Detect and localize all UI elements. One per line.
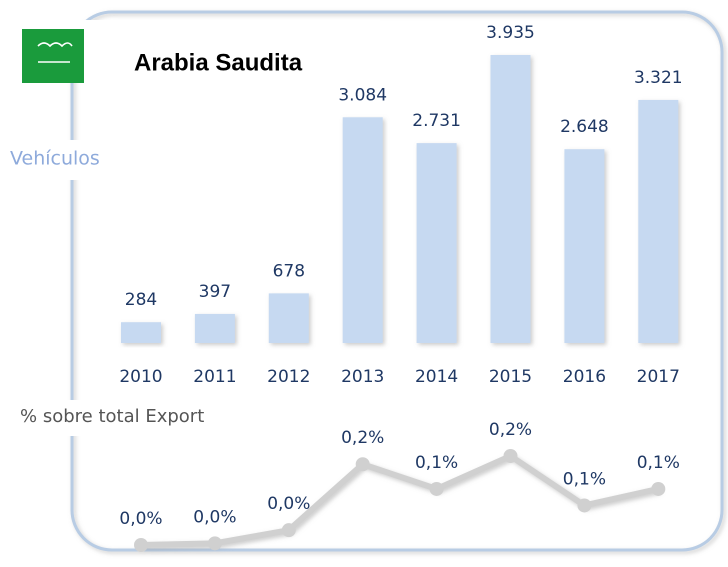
- point: [429, 481, 444, 496]
- data-label: 0,2%: [341, 428, 384, 448]
- point: [355, 457, 370, 472]
- chart-title: Arabia Saudita: [134, 49, 303, 76]
- data-label: 0,0%: [193, 507, 236, 527]
- data-label: 0,2%: [489, 420, 532, 440]
- point: [281, 523, 296, 538]
- flag: [22, 29, 84, 83]
- point: [134, 538, 148, 552]
- data-label: 284: [125, 290, 157, 310]
- data-label: 0,0%: [267, 494, 310, 514]
- x-tick-label: 2012: [267, 367, 310, 387]
- line: [140, 452, 659, 548]
- bar: [342, 117, 383, 343]
- frame: [70, 10, 724, 552]
- bar: [194, 313, 235, 343]
- axis-label: % sobre total Export: [20, 406, 204, 427]
- point: [503, 449, 518, 463]
- x-tick-label: 2016: [563, 367, 606, 387]
- point: [577, 498, 592, 513]
- bar: [490, 55, 531, 343]
- data-label: 678: [273, 261, 305, 281]
- x-tick-label: 2017: [637, 367, 680, 387]
- data-label: 397: [199, 282, 231, 302]
- bar: [121, 322, 161, 343]
- flag-field: [22, 29, 84, 83]
- label-backdrop: [6, 400, 256, 436]
- label-backdrop: [6, 140, 146, 180]
- data-label: 0,1%: [637, 453, 680, 473]
- bar: [416, 143, 457, 343]
- data-label: 3.084: [338, 85, 387, 105]
- x-tick-label: 2014: [415, 367, 458, 387]
- bar: [268, 293, 309, 343]
- x-tick-label: 2010: [119, 367, 162, 387]
- point: [651, 481, 666, 496]
- bar: [564, 149, 605, 343]
- data-label: 0,0%: [119, 509, 162, 529]
- bar: [638, 99, 679, 343]
- x-tick-label: 2011: [193, 367, 236, 387]
- data-label: 3.935: [486, 23, 535, 43]
- data-label: 3.321: [634, 68, 683, 88]
- data-label: 0,1%: [415, 453, 458, 473]
- point: [207, 536, 222, 551]
- data-label: 2.731: [412, 111, 461, 131]
- x-tick-label: 2015: [489, 367, 532, 387]
- data-label: 2.648: [560, 117, 609, 137]
- data-label: 0,1%: [563, 469, 606, 489]
- flag-script: [37, 42, 73, 48]
- axis-label: Vehículos: [10, 148, 100, 170]
- x-tick-label: 2013: [341, 367, 384, 387]
